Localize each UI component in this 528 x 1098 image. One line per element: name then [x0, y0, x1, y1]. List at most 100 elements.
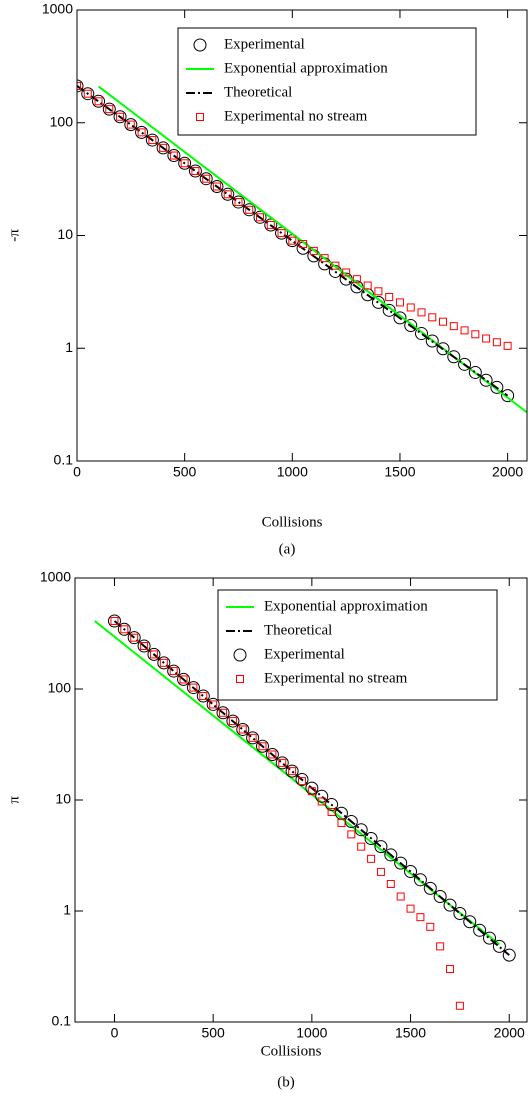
data-point [406, 303, 415, 312]
data-point [130, 633, 139, 642]
data-point [468, 365, 482, 379]
y-tick-label: 100 [48, 680, 72, 696]
data-point [285, 764, 299, 778]
data-point [127, 631, 141, 645]
data-point [199, 692, 208, 701]
plot-frame [74, 577, 528, 1023]
legend: Exponential approximation Theoretical Expe… [217, 589, 498, 701]
legend-label: Experimental [224, 36, 305, 52]
data-point [327, 807, 336, 816]
x-tick-label: 1500 [395, 1025, 426, 1041]
legend-label: Theoretical [224, 84, 292, 100]
y-axis-label: π [6, 796, 22, 804]
y-tick-label: 1 [65, 339, 73, 355]
data-point [105, 105, 114, 114]
data-point [503, 341, 512, 350]
data-point [246, 731, 260, 745]
data-point [367, 854, 376, 863]
data-point [331, 261, 340, 270]
legend-label: Exponential approximation [224, 60, 388, 76]
x-tick-label: 2000 [492, 464, 523, 480]
data-point [77, 79, 84, 93]
data-point [443, 898, 457, 912]
data-point [449, 322, 458, 331]
data-point [226, 714, 240, 728]
data-point [186, 681, 200, 695]
data-point [423, 881, 437, 895]
data-point [337, 819, 346, 828]
data-point [268, 750, 277, 759]
data-point [238, 725, 247, 734]
data-point [178, 156, 192, 170]
data-point [501, 389, 515, 403]
data-point [219, 708, 228, 717]
data-point [426, 922, 435, 931]
data-point [236, 722, 250, 736]
data-point [228, 717, 237, 726]
y-axis-label: -π [6, 229, 22, 242]
data-point [177, 672, 191, 686]
caption: (a) [279, 541, 296, 557]
data-point [256, 739, 270, 753]
data-point [352, 275, 361, 284]
data-point [299, 240, 308, 249]
data-point [453, 906, 467, 920]
legend-box [177, 27, 477, 136]
data-point [169, 667, 178, 676]
data-point [406, 904, 415, 913]
data-point [354, 823, 368, 837]
data-point [307, 787, 316, 796]
data-point [436, 342, 450, 356]
plot-frame [76, 9, 528, 462]
data-point [92, 94, 106, 108]
legend-box [217, 589, 498, 701]
data-point [357, 842, 366, 851]
data-point [404, 319, 418, 333]
data-point [253, 210, 267, 224]
x-tick-label: 0 [73, 464, 81, 480]
data-point [382, 303, 396, 317]
data-point [116, 112, 125, 121]
data-point [492, 338, 501, 347]
y-tick-label: 0.1 [54, 452, 74, 468]
data-point [223, 190, 232, 199]
data-point [413, 873, 427, 887]
data-point [258, 742, 267, 751]
data-point [393, 311, 407, 325]
data-point [196, 689, 210, 703]
data-point [436, 942, 445, 951]
legend-label: Experimental no stream [264, 670, 408, 686]
data-point [126, 120, 135, 129]
data-point [167, 149, 181, 163]
x-axis-label: Collisions [262, 514, 323, 530]
legend-marker [236, 675, 244, 683]
data-point [117, 622, 131, 636]
y-tick-label: 0.1 [52, 1013, 72, 1029]
legend: Experimental Exponential approximation The… [177, 27, 477, 136]
data-point [248, 733, 257, 742]
data-point [242, 203, 256, 217]
data-point [371, 295, 385, 309]
data-point [288, 236, 297, 245]
data-point [460, 326, 469, 335]
data-point [414, 327, 428, 341]
data-point [210, 180, 224, 194]
data-point [159, 658, 168, 667]
data-point [191, 167, 200, 176]
data-point [216, 706, 230, 720]
data-point [124, 118, 138, 132]
data-point [179, 675, 188, 684]
data-point [94, 97, 103, 106]
y-tick-label: 10 [57, 226, 73, 242]
data-point [189, 683, 198, 692]
data-point [490, 380, 504, 394]
data-point [199, 172, 213, 186]
data-point [221, 187, 235, 201]
data-point [202, 174, 211, 183]
data-point [364, 831, 378, 845]
x-axis-label: Collisions [261, 1043, 322, 1059]
data-point [394, 856, 408, 870]
data-point [137, 639, 151, 653]
data-point [288, 767, 297, 776]
